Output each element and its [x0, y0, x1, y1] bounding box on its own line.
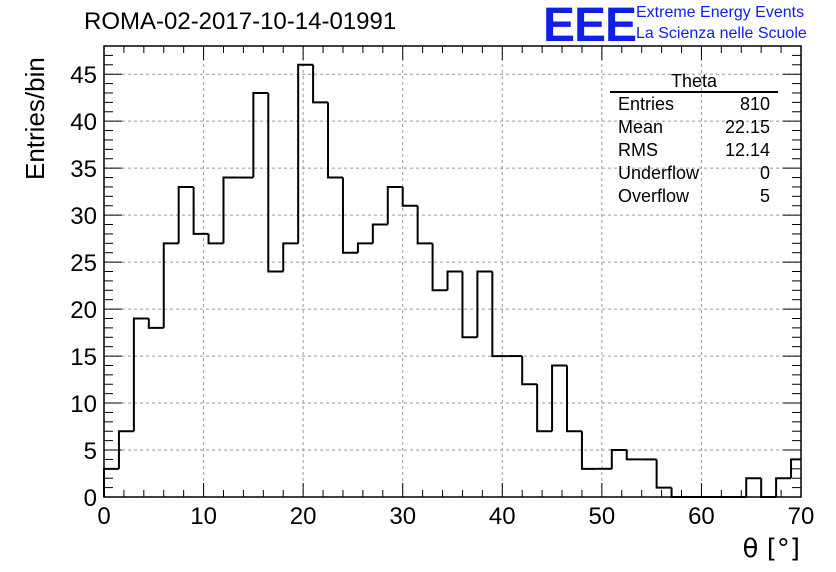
histogram-bin — [282, 242, 299, 272]
histogram-bin — [745, 477, 762, 497]
histogram-bin — [207, 233, 224, 245]
x-tick-label: 10 — [190, 503, 217, 530]
logo-line-2: La Scienza nelle Scuole — [636, 25, 807, 42]
histogram-bin — [252, 91, 269, 178]
histogram-bin — [117, 430, 134, 469]
y-tick-label: 25 — [70, 250, 97, 277]
stats-value: 0 — [759, 163, 770, 183]
histogram-bin — [177, 185, 194, 244]
histogram-bin — [760, 478, 777, 498]
histogram-bin — [551, 364, 568, 432]
histogram-bin — [267, 92, 284, 273]
eee-logo: EEE — [543, 0, 637, 52]
histogram-bin — [431, 243, 448, 292]
y-tick-label: 20 — [70, 297, 97, 324]
stats-row-rms: RMS 12.14 — [610, 139, 778, 162]
y-tick-label: 0 — [84, 485, 97, 512]
histogram-bin — [536, 384, 553, 433]
histogram-bin — [371, 223, 388, 244]
y-tick-label: 45 — [70, 62, 97, 89]
stats-label: Underflow — [618, 163, 700, 183]
stats-row-entries: Entries 810 — [610, 93, 778, 116]
stats-value: 12.14 — [724, 140, 770, 160]
histogram-bin — [566, 365, 582, 433]
stats-title: Theta — [610, 72, 778, 93]
histogram-bin — [491, 271, 508, 358]
histogram-bin — [461, 271, 478, 339]
stats-label: Overflow — [618, 186, 690, 206]
stats-value: 22.15 — [724, 117, 770, 137]
stats-label: Entries — [618, 94, 675, 114]
x-tick-label: 40 — [489, 503, 516, 530]
chart-title: ROMA-02-2017-10-14-01991 — [84, 8, 397, 35]
histogram-bin — [476, 270, 493, 338]
y-tick-label: 35 — [70, 156, 97, 183]
histogram-bin — [162, 242, 179, 328]
histogram-bin — [222, 176, 239, 244]
y-tick-label: 15 — [70, 344, 97, 371]
y-tick-label: 5 — [84, 438, 97, 465]
histogram-bin — [775, 477, 792, 497]
histogram-bin — [401, 186, 418, 207]
histogram-bin — [416, 205, 433, 245]
histogram-bin — [132, 317, 149, 432]
x-tick-label: 50 — [589, 503, 616, 530]
histogram-bin — [625, 450, 642, 461]
histogram-bin — [655, 459, 672, 489]
histogram-bin — [192, 186, 209, 235]
histogram-bin — [312, 64, 329, 104]
histogram-bin — [341, 177, 358, 254]
histogram-bin — [521, 356, 538, 386]
histogram-bin — [147, 318, 164, 329]
histogram-bin — [327, 102, 343, 179]
histogram-bin — [446, 270, 463, 291]
histogram-bin — [297, 63, 314, 244]
x-tick-label: 30 — [389, 503, 416, 530]
stats-box: Theta Entries 810 Mean 22.15 RMS 12.14 U… — [610, 72, 778, 208]
x-axis-label: θ [°] — [742, 534, 800, 564]
stats-row-overflow: Overflow 5 — [610, 185, 778, 208]
histogram-bin — [386, 185, 403, 225]
y-axis-label: Entries/bin — [20, 57, 50, 180]
histogram-bin — [610, 449, 627, 469]
stats-value: 810 — [739, 94, 770, 114]
histogram-bin — [103, 467, 119, 497]
x-tick-label: 20 — [290, 503, 317, 530]
stats-label: RMS — [618, 140, 658, 160]
logo-line-1: Extreme Energy Events — [636, 4, 805, 21]
y-tick-label: 30 — [70, 203, 97, 230]
stats-label: Mean — [618, 117, 664, 137]
stats-value: 5 — [759, 186, 770, 206]
x-tick-label: 60 — [688, 503, 715, 530]
y-tick-label: 40 — [70, 109, 97, 136]
histogram-bin — [670, 487, 687, 498]
x-tick-label: 70 — [788, 503, 815, 530]
histogram-bin — [356, 242, 373, 253]
stats-row-mean: Mean 22.15 — [610, 116, 778, 139]
histogram-bin — [580, 431, 597, 470]
x-tick-label: 0 — [97, 503, 110, 530]
stats-row-underflow: Underflow 0 — [610, 162, 778, 185]
y-tick-label: 10 — [70, 391, 97, 418]
